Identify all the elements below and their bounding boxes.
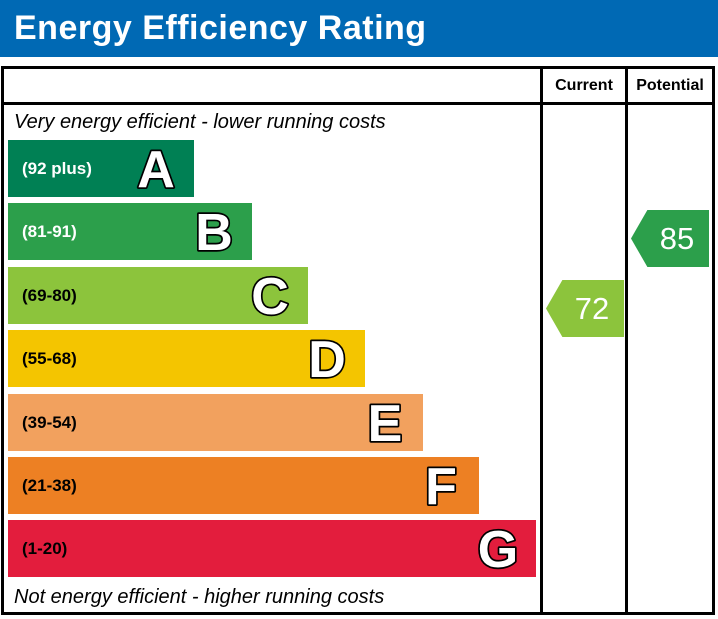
band-d-letter: D	[307, 331, 348, 387]
svg-text:D: D	[308, 331, 346, 387]
band-row-a: (92 plus) A	[8, 140, 194, 197]
band-row-e: (39-54) E	[8, 394, 423, 451]
band-b-range-label: (81-91)	[22, 221, 77, 241]
band-a-letter: A	[136, 141, 177, 197]
svg-text:G: G	[478, 521, 518, 577]
svg-text:E: E	[368, 395, 403, 451]
band-chart-area: Very energy efficient - lower running co…	[4, 105, 540, 612]
current-column-header: Current	[540, 69, 625, 102]
band-f-letter: F	[423, 458, 458, 514]
band-row-g: (1-20) G	[8, 520, 536, 577]
bottom-note: Not energy efficient - higher running co…	[14, 586, 385, 608]
svg-text:F: F	[425, 458, 457, 514]
top-note: Very energy efficient - lower running co…	[14, 111, 386, 133]
band-e-range-label: (39-54)	[22, 412, 77, 432]
current-rating-value: 72	[574, 290, 610, 326]
svg-text:A: A	[137, 141, 175, 197]
potential-column: 85	[625, 105, 712, 612]
band-a-range-label: (92 plus)	[22, 158, 92, 178]
table-header-row: Current Potential	[4, 69, 712, 105]
current-rating-arrow: 72	[546, 280, 624, 337]
rating-table: Current Potential Very energy efficient …	[1, 66, 715, 615]
band-row-c: (69-80) C	[8, 267, 308, 324]
band-g-range-label: (1-20)	[22, 538, 68, 558]
band-c-range-label: (69-80)	[22, 285, 77, 305]
band-d-range-label: (55-68)	[22, 348, 77, 368]
current-column: 72	[540, 105, 625, 612]
potential-column-header: Potential	[625, 69, 712, 102]
potential-rating-value: 85	[659, 220, 695, 256]
chart-column-header	[4, 69, 540, 102]
band-f-range-label: (21-38)	[22, 475, 77, 495]
band-row-b: (81-91) B	[8, 203, 252, 260]
title-bar: Energy Efficiency Rating	[0, 0, 718, 57]
band-row-d: (55-68) D	[8, 330, 365, 387]
band-c-letter: C	[250, 268, 291, 324]
band-b-letter: B	[194, 204, 235, 260]
potential-rating-arrow: 85	[631, 210, 709, 267]
band-g-letter: G	[476, 521, 520, 577]
svg-text:B: B	[195, 204, 233, 260]
svg-text:C: C	[251, 268, 289, 324]
table-body-row: Very energy efficient - lower running co…	[4, 105, 712, 612]
band-e-letter: E	[366, 395, 404, 451]
band-row-f: (21-38) F	[8, 457, 479, 514]
page-title: Energy Efficiency Rating	[14, 9, 427, 47]
